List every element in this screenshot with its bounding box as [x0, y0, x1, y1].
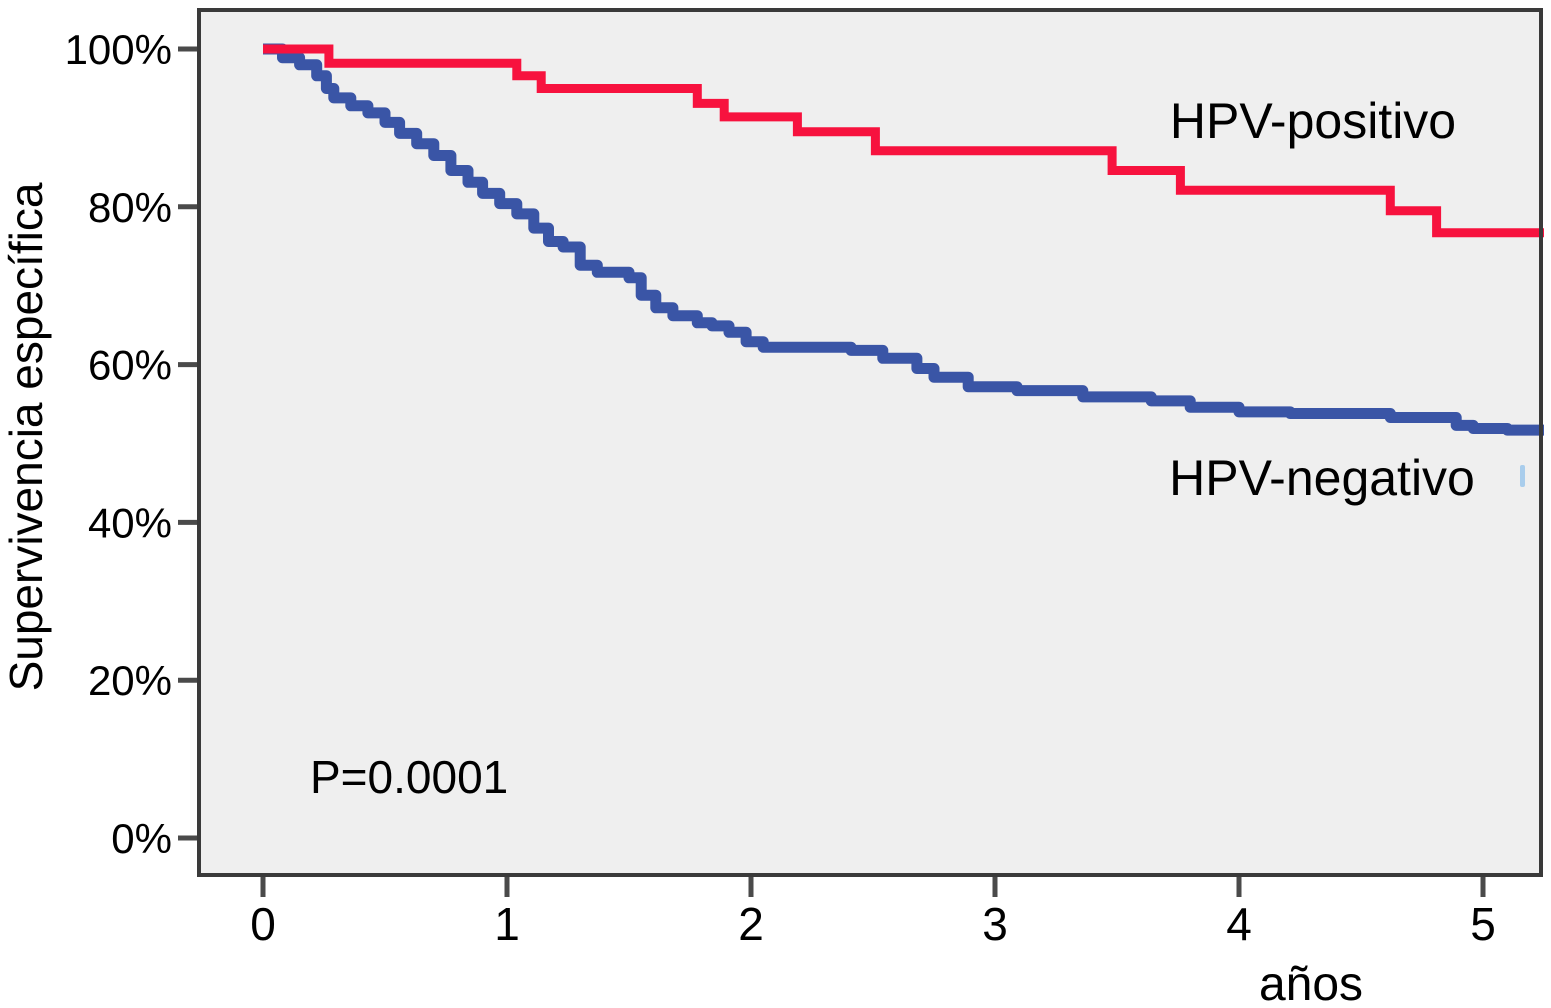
y-tick-label: 40% [88, 499, 172, 546]
x-tick-label: 4 [1226, 898, 1252, 950]
y-axis-title: Supervivencia específica [0, 182, 52, 691]
hpv-negativo-label: HPV-negativo [1169, 450, 1475, 506]
hpv-negativo-curve [263, 43, 1544, 436]
x-tick-label: 1 [494, 898, 520, 950]
y-tick-label: 20% [88, 657, 172, 704]
x-tick-label: 5 [1470, 898, 1496, 950]
x-axis-title: años [1259, 958, 1363, 1008]
hpv-positivo-curve [263, 44, 1544, 238]
hpv-positivo-label: HPV-positivo [1170, 93, 1456, 149]
y-tick-label: 60% [88, 342, 172, 389]
censor-tick-mark [1520, 465, 1525, 487]
x-tick-label: 2 [738, 898, 764, 950]
plot-border [197, 8, 1543, 877]
plot-area-background [199, 10, 1541, 875]
y-tick-label: 0% [111, 815, 172, 862]
x-tick-label: 0 [250, 898, 276, 950]
y-axis-ticks: 0% 20% 40% 60% 80% 100% [65, 26, 199, 862]
x-axis-ticks: 0 1 2 3 4 5 [250, 877, 1496, 950]
y-tick-label: 100% [65, 26, 172, 73]
x-tick-label: 3 [982, 898, 1008, 950]
y-tick-label: 80% [88, 184, 172, 231]
p-value-annotation: P=0.0001 [310, 751, 508, 803]
